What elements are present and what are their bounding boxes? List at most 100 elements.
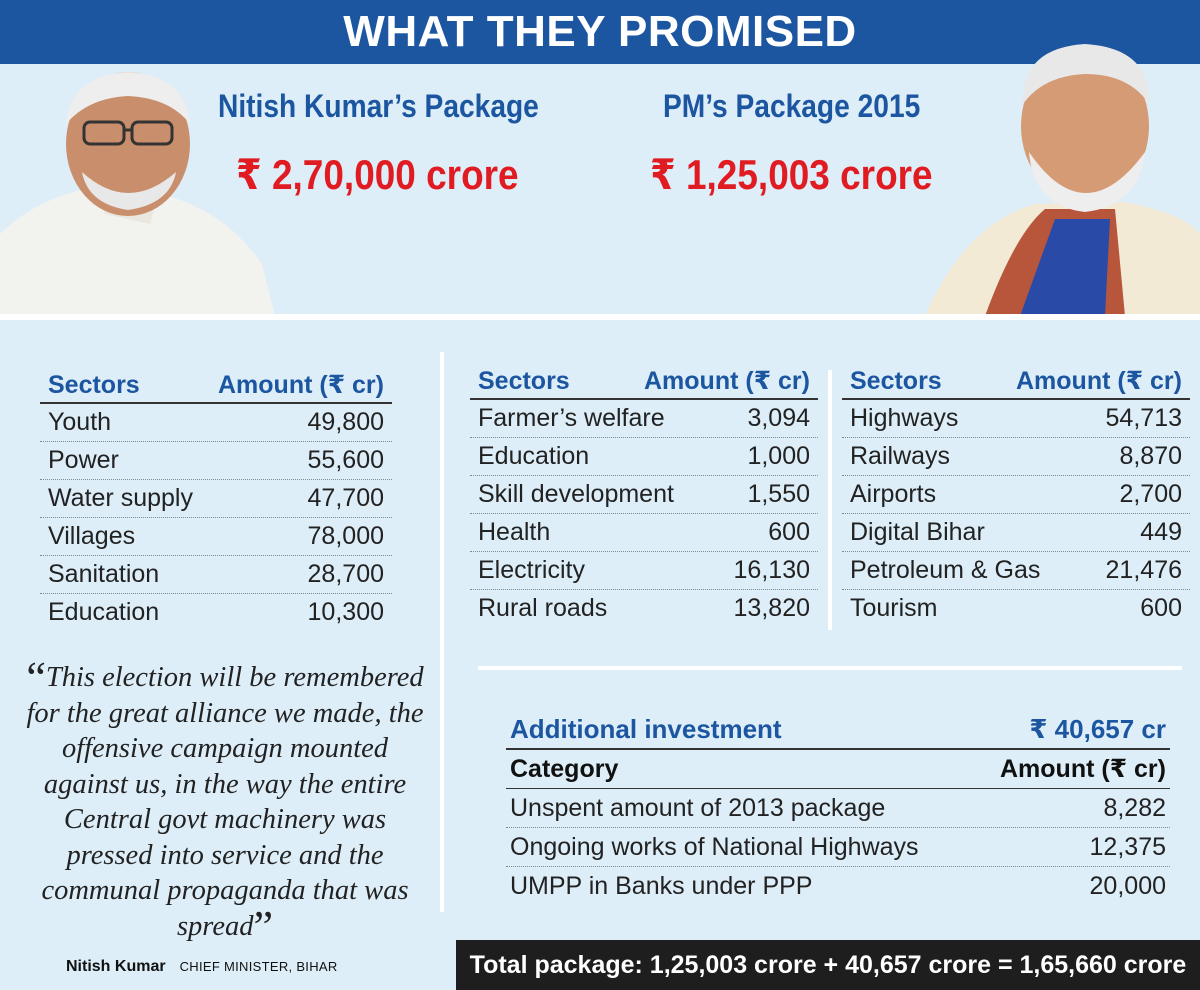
sector-amount: 1,000 <box>747 442 810 470</box>
table-header: Sectors Amount (₹ cr) <box>470 364 818 400</box>
table-row: Petroleum & Gas 21,476 <box>842 552 1190 590</box>
pm-package-title: PM’s Package 2015 <box>663 88 921 124</box>
sector-amount: 13,820 <box>733 594 810 622</box>
table-row: Education 10,300 <box>40 594 392 631</box>
category-name: Unspent amount of 2013 package <box>510 794 886 822</box>
pm-sectors-table-1: Sectors Amount (₹ cr) Farmer’s welfare 3,… <box>470 364 818 627</box>
column-divider <box>440 352 444 912</box>
table-row: Unspent amount of 2013 package 8,282 <box>506 789 1170 828</box>
table-header: Sectors Amount (₹ cr) <box>842 364 1190 400</box>
sectors-header: Sectors <box>48 371 140 399</box>
amount-header: Amount (₹ cr) <box>1000 755 1166 783</box>
sectors-header: Sectors <box>850 367 942 395</box>
sector-name: Villages <box>48 522 136 550</box>
table-row: Railways 8,870 <box>842 438 1190 476</box>
sector-amount: 28,700 <box>307 560 384 588</box>
table-row: Education 1,000 <box>470 438 818 476</box>
sector-name: Education <box>48 598 160 626</box>
sector-name: Health <box>478 518 551 546</box>
table-row: Sanitation 28,700 <box>40 556 392 594</box>
sector-name: Electricity <box>478 556 585 584</box>
sector-name: Skill development <box>478 480 674 508</box>
table-row: Rural roads 13,820 <box>470 590 818 627</box>
section-divider <box>478 666 1182 670</box>
narendra-modi-portrait <box>925 44 1200 316</box>
table-row: Youth 49,800 <box>40 404 392 442</box>
sector-amount: 600 <box>1140 594 1182 622</box>
sector-amount: 1,550 <box>747 480 810 508</box>
sector-name: Education <box>478 442 590 470</box>
sector-name: Petroleum & Gas <box>850 556 1041 584</box>
sector-amount: 10,300 <box>307 598 384 626</box>
table-row: Water supply 47,700 <box>40 480 392 518</box>
nitish-sectors-table: Sectors Amount (₹ cr) Youth 49,800 Power 5… <box>40 368 392 631</box>
quote-text: This election will be remembered for the… <box>26 662 424 942</box>
table-row: UMPP in Banks under PPP 20,000 <box>506 867 1170 905</box>
pm-package-amount: ₹ 1,25,003 crore <box>650 151 933 198</box>
category-amount: 20,000 <box>1089 872 1166 900</box>
nitish-quote: “This election will be remembered for th… <box>20 656 430 949</box>
open-quote-mark: “ <box>26 653 46 702</box>
additional-investment-table: Additional investment ₹ 40,657 cr Catego… <box>506 710 1170 905</box>
additional-investment-heading: Additional investment ₹ 40,657 cr <box>506 710 1170 750</box>
sector-amount: 3,094 <box>747 404 810 432</box>
sector-amount: 49,800 <box>307 408 384 436</box>
category-name: Ongoing works of National Highways <box>510 833 919 861</box>
table-row: Electricity 16,130 <box>470 552 818 590</box>
table-row: Digital Bihar 449 <box>842 514 1190 552</box>
pm-sectors-table-2: Sectors Amount (₹ cr) Highways 54,713 Rai… <box>842 364 1190 627</box>
quote-attribution: Nitish Kumar CHIEF MINISTER, BIHAR <box>66 958 338 976</box>
table-row: Farmer’s welfare 3,094 <box>470 400 818 438</box>
sector-amount: 55,600 <box>307 446 384 474</box>
nitish-kumar-portrait <box>0 72 275 316</box>
sector-name: Digital Bihar <box>850 518 985 546</box>
sector-amount: 16,130 <box>733 556 810 584</box>
additional-investment-title: Additional investment <box>510 714 782 744</box>
table-row: Health 600 <box>470 514 818 552</box>
table-row: Airports 2,700 <box>842 476 1190 514</box>
category-amount: 12,375 <box>1089 833 1166 861</box>
sector-name: Power <box>48 446 119 474</box>
sector-amount: 21,476 <box>1105 556 1182 584</box>
sector-name: Farmer’s welfare <box>478 404 665 432</box>
category-name: UMPP in Banks under PPP <box>510 872 813 900</box>
sectors-header: Sectors <box>478 367 570 395</box>
header-divider <box>0 314 1200 320</box>
sector-amount: 8,870 <box>1119 442 1182 470</box>
sector-name: Rural roads <box>478 594 608 622</box>
sector-amount: 54,713 <box>1105 404 1182 432</box>
sector-name: Railways <box>850 442 951 470</box>
sector-amount: 78,000 <box>307 522 384 550</box>
table-header: Category Amount (₹ cr) <box>506 750 1170 789</box>
table-row: Highways 54,713 <box>842 400 1190 438</box>
amount-header: Amount (₹ cr) <box>1016 367 1182 395</box>
sector-amount: 2,700 <box>1119 480 1182 508</box>
table-row: Villages 78,000 <box>40 518 392 556</box>
total-package-bar: Total package: 1,25,003 crore + 40,657 c… <box>456 940 1200 990</box>
close-quote-mark: ” <box>253 901 274 951</box>
column-divider <box>828 370 832 630</box>
category-header: Category <box>510 755 619 783</box>
table-row: Ongoing works of National Highways 12,375 <box>506 828 1170 867</box>
sector-name: Sanitation <box>48 560 160 588</box>
sector-amount: 600 <box>768 518 810 546</box>
table-row: Skill development 1,550 <box>470 476 818 514</box>
sector-name: Highways <box>850 404 959 432</box>
nitish-package-amount: ₹ 2,70,000 crore <box>236 151 519 198</box>
amount-header: Amount (₹ cr) <box>218 371 384 399</box>
quote-author: Nitish Kumar <box>66 958 166 975</box>
table-header: Sectors Amount (₹ cr) <box>40 368 392 404</box>
sector-name: Youth <box>48 408 112 436</box>
additional-investment-amount: ₹ 40,657 cr <box>1029 714 1166 744</box>
table-row: Tourism 600 <box>842 590 1190 627</box>
category-amount: 8,282 <box>1103 794 1166 822</box>
sector-name: Airports <box>850 480 937 508</box>
sector-name: Tourism <box>850 594 938 622</box>
sector-amount: 47,700 <box>307 484 384 512</box>
sector-amount: 449 <box>1140 518 1182 546</box>
nitish-package-title: Nitish Kumar’s Package <box>218 88 539 124</box>
table-row: Power 55,600 <box>40 442 392 480</box>
page-banner: WHAT THEY PROMISED <box>0 0 1200 64</box>
quote-author-role: CHIEF MINISTER, BIHAR <box>179 959 338 974</box>
amount-header: Amount (₹ cr) <box>644 367 810 395</box>
